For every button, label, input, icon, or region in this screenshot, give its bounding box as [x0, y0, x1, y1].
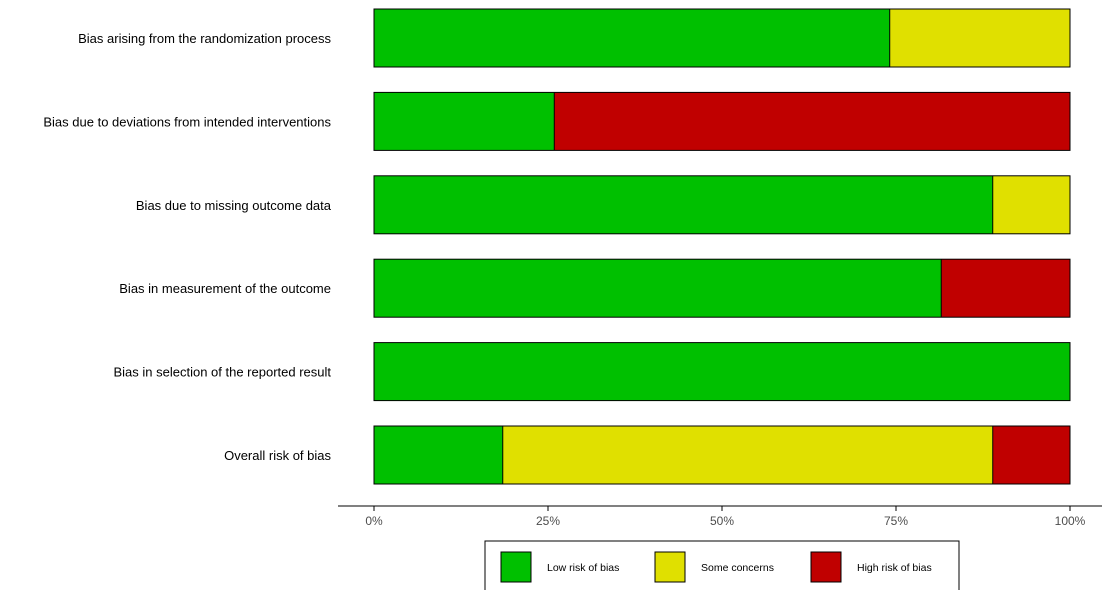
- x-tick-label: 25%: [536, 514, 560, 528]
- legend-box: [484, 540, 960, 590]
- legend-item-some-concerns: Some concerns: [654, 551, 774, 583]
- category-label: Overall risk of bias: [224, 448, 331, 463]
- x-tick-label: 100%: [1055, 514, 1086, 528]
- bar-segment-high-risk-of-bias: [941, 259, 1070, 318]
- bar-row: [373, 425, 1071, 485]
- bar-segment-low-risk-of-bias: [374, 9, 890, 67]
- bar-outline: [373, 258, 1071, 318]
- legend-swatch: [810, 551, 842, 583]
- x-tick-label: 75%: [884, 514, 908, 528]
- legend-label: Some concerns: [701, 562, 774, 574]
- bar-segment-low-risk-of-bias: [374, 259, 942, 318]
- category-label: Bias in selection of the reported result: [113, 365, 331, 380]
- bar-segment-some-concerns: [502, 426, 993, 484]
- bar-row: [373, 258, 1071, 318]
- bar-segment-some-concerns: [992, 175, 1070, 234]
- bar-segment-high-risk-of-bias: [554, 92, 1070, 151]
- bars-layer: [373, 8, 1071, 485]
- category-labels: Bias arising from the randomization proc…: [43, 31, 331, 463]
- category-label: Bias due to deviations from intended int…: [43, 114, 331, 129]
- x-tick-label: 0%: [365, 514, 383, 528]
- category-label: Bias arising from the randomization proc…: [78, 31, 331, 46]
- bar-row: [373, 91, 1071, 151]
- legend-item-low-risk-of-bias: Low risk of bias: [500, 551, 619, 583]
- bar-segment-high-risk-of-bias: [992, 426, 1070, 484]
- category-label: Bias in measurement of the outcome: [119, 281, 331, 296]
- x-axis: 0% 25% 50% 75% 100%: [338, 505, 1102, 528]
- legend: Low risk of bias Some concerns High risk o…: [484, 540, 960, 590]
- bar-segment-low-risk-of-bias: [374, 426, 503, 484]
- bar-outline: [373, 91, 1071, 151]
- legend-label: Low risk of bias: [547, 562, 619, 574]
- bar-segment-some-concerns: [889, 9, 1070, 67]
- legend-swatch: [500, 551, 532, 583]
- bar-outline: [373, 425, 1071, 485]
- bar-outline: [373, 8, 1071, 68]
- bar-row: [373, 342, 1071, 402]
- legend-label: High risk of bias: [857, 562, 932, 574]
- bar-row: [373, 175, 1071, 235]
- bar-segment-low-risk-of-bias: [374, 175, 993, 234]
- legend-item-high-risk-of-bias: High risk of bias: [810, 551, 932, 583]
- x-tick-label: 50%: [710, 514, 734, 528]
- bar-outline: [373, 342, 1071, 402]
- bar-segment-low-risk-of-bias: [374, 342, 1070, 401]
- bar-outline: [373, 175, 1071, 235]
- bar-row: [373, 8, 1071, 68]
- bar-segment-low-risk-of-bias: [374, 92, 555, 151]
- legend-swatch: [654, 551, 686, 583]
- category-label: Bias due to missing outcome data: [136, 198, 332, 213]
